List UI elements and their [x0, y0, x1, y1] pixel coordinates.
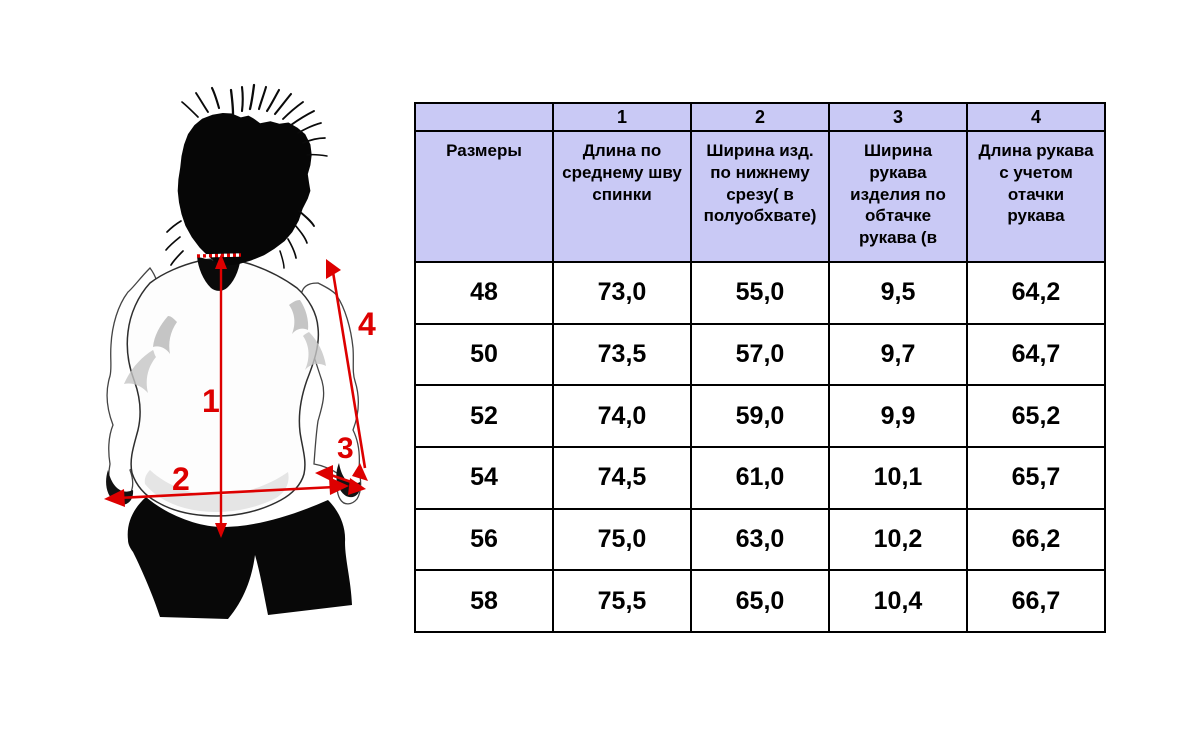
svg-text:1: 1	[202, 383, 220, 419]
svg-text:2: 2	[172, 461, 190, 497]
svg-text:4: 4	[358, 306, 376, 342]
svg-text:3: 3	[337, 432, 354, 465]
